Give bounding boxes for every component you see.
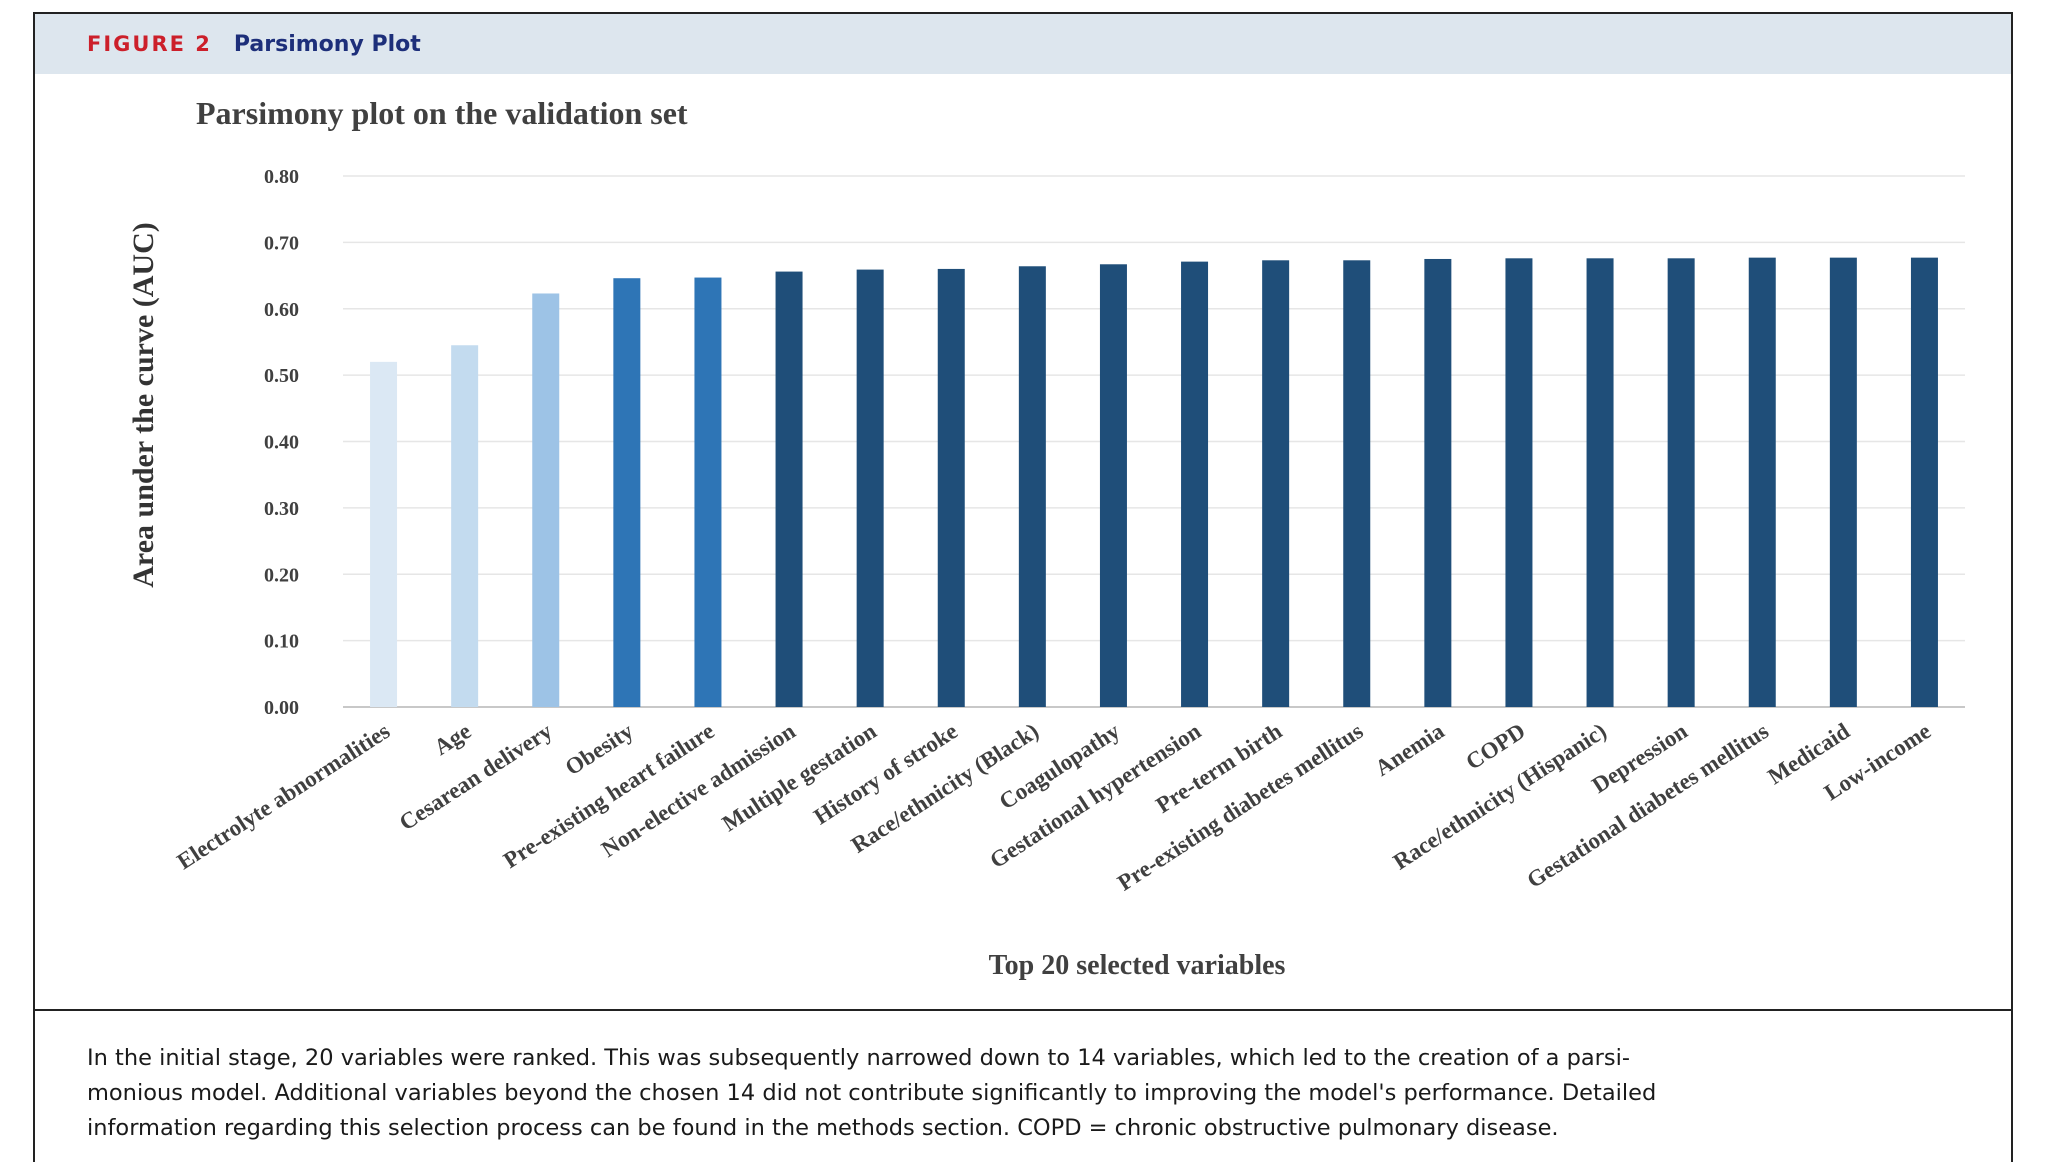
y-tick-label: 0.40	[264, 432, 299, 454]
x-tick-label: Anemia	[1371, 718, 1449, 781]
bar	[1424, 258, 1452, 707]
bar	[1748, 257, 1776, 707]
bar	[937, 268, 965, 707]
figure-header: FIGURE 2 Parsimony Plot	[35, 14, 2011, 74]
bar	[1829, 257, 1857, 707]
bar	[1910, 257, 1938, 707]
caption-divider	[35, 1009, 2011, 1011]
chart-title: Parsimony plot on the validation set	[196, 95, 688, 131]
bar	[1343, 260, 1371, 707]
y-tick-label: 0.00	[264, 697, 299, 719]
y-tick-label: 0.60	[264, 299, 299, 321]
y-tick-label: 0.70	[264, 232, 299, 254]
bar	[1018, 266, 1046, 707]
parsimony-chart: Parsimony plot on the validation set 0.0…	[127, 95, 1965, 981]
x-tick-label: Electrolyte abnormalities	[173, 718, 395, 874]
bar	[370, 361, 398, 707]
figure-title: Parsimony Plot	[233, 31, 421, 57]
caption-line: information regarding this selection pro…	[87, 1115, 1559, 1141]
bar	[856, 269, 884, 707]
bar	[1181, 261, 1209, 707]
bar	[613, 278, 641, 707]
y-tick-label: 0.50	[264, 365, 299, 387]
figure-frame: FIGURE 2 Parsimony Plot Parsimony plot o…	[33, 12, 2013, 1162]
y-tick-label: 0.20	[264, 564, 299, 586]
y-axis-label: Area under the curve (AUC)	[127, 222, 160, 588]
bar	[1262, 260, 1290, 707]
y-tick-labels: 0.00 0.10 0.20 0.30 0.40 0.50 0.60 0.70 0.80	[264, 166, 299, 719]
caption-line: In the initial stage, 20 variables were …	[87, 1045, 1631, 1071]
x-tick-label: Cesarean delivery	[395, 718, 557, 835]
y-tick-label: 0.30	[264, 498, 299, 520]
gridlines	[343, 175, 1965, 708]
bar	[1667, 258, 1695, 707]
x-tick-label: COPD	[1461, 718, 1529, 774]
caption-line: monious model. Additional variables beyo…	[87, 1080, 1657, 1106]
bar	[451, 345, 479, 707]
bar	[532, 293, 560, 707]
figure-caption: In the initial stage, 20 variables were …	[87, 1041, 1977, 1146]
x-tick-label: Age	[430, 718, 476, 760]
bar	[775, 271, 803, 707]
bar	[1586, 258, 1614, 707]
bar	[694, 277, 722, 707]
bars	[370, 257, 1938, 707]
bar	[1099, 264, 1127, 707]
x-axis-label: Top 20 selected variables	[989, 950, 1286, 981]
y-tick-label: 0.80	[264, 166, 299, 188]
y-tick-label: 0.10	[264, 631, 299, 653]
bar	[1505, 258, 1533, 707]
figure-label: FIGURE 2	[87, 32, 212, 56]
